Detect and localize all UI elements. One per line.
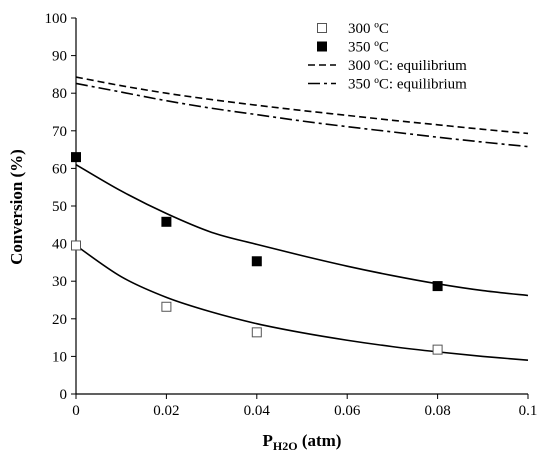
x-tick-label: 0.08: [424, 403, 450, 419]
open-square-point: [71, 240, 81, 251]
legend-label-1: 350 ºC: [348, 40, 389, 56]
x-axis-title: PH2O (atm): [263, 431, 342, 453]
legend-label-2: 300 ºC: equilibrium: [348, 58, 467, 74]
x-axis-title-unit: (atm): [298, 431, 342, 450]
y-tick-label: 70: [52, 124, 67, 140]
x-tick-label: 0: [72, 403, 80, 419]
series-line-3: [75, 82, 529, 148]
y-axis-title: Conversion (%): [7, 149, 26, 265]
x-axis-title-main: P: [263, 431, 273, 450]
y-tick-label: 60: [52, 161, 67, 177]
legend-label-0: 300 ºC: [348, 21, 389, 37]
filled-square-point: [161, 216, 172, 227]
filled-square-point: [71, 152, 81, 163]
y-tick-label: 10: [52, 349, 67, 365]
series-line-5: [75, 163, 529, 297]
x-axis-title-subscript: H2O: [273, 439, 298, 453]
legend-marker-1: [317, 41, 327, 52]
legend-label-3: 350 ºC: equilibrium: [348, 77, 467, 93]
y-tick-label: 50: [52, 199, 67, 215]
y-tick-label: 80: [52, 86, 67, 102]
legend: 300 ºC 350 ºC 300 ºC: equilibrium 350 ºC: e…: [308, 21, 467, 93]
curves: [75, 76, 529, 361]
filled-square-point: [432, 281, 443, 292]
x-tick-label: 0.04: [244, 403, 271, 419]
y-tick-label: 0: [60, 387, 68, 403]
open-square-point: [161, 301, 172, 312]
y-tick-label: 40: [52, 237, 67, 253]
markers: [71, 152, 443, 355]
x-tick-label: 0.02: [153, 403, 179, 419]
filled-square-point: [251, 256, 262, 267]
series-line-2: [75, 76, 529, 135]
y-tick-label: 90: [52, 49, 67, 65]
open-square-point: [251, 327, 262, 338]
series-line-4: [75, 244, 529, 361]
axes: 0 10 20 30 40 50 60 70 80 90 100 0 0.02 0.04 0.06 0.08 0…: [45, 11, 538, 419]
x-tick-label: 0.06: [334, 403, 361, 419]
legend-marker-0: [317, 23, 327, 33]
y-tick-label: 20: [52, 312, 67, 328]
y-tick-label: 30: [52, 274, 67, 290]
axis-titles: Conversion (%) PH2O (atm): [7, 149, 341, 453]
open-square-point: [432, 344, 443, 355]
y-tick-label: 100: [45, 11, 68, 27]
x-tick-label: 0.1: [519, 403, 538, 419]
